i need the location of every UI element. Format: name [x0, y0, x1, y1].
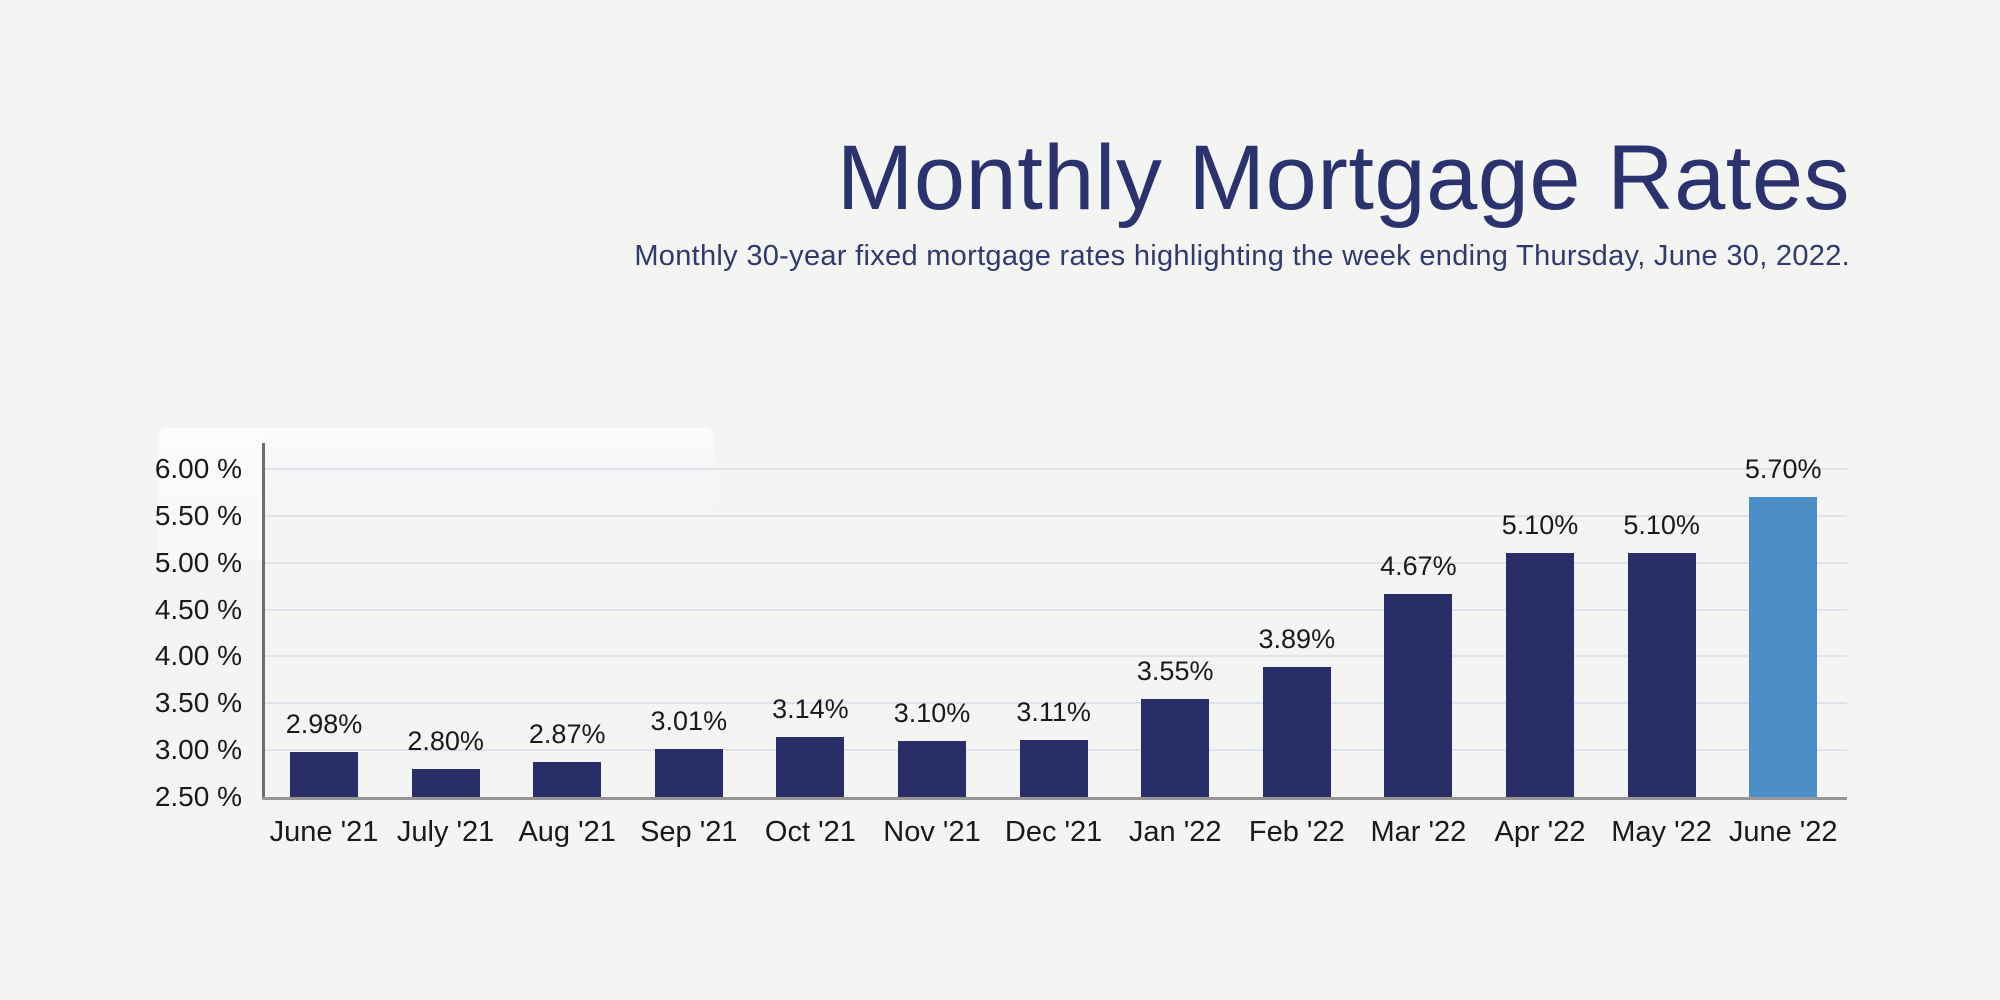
x-tick-label: Aug '21	[518, 816, 616, 848]
x-tick-label: Feb '22	[1248, 816, 1345, 848]
bar-value-label: 5.10%	[1501, 510, 1579, 541]
gridline	[265, 702, 1847, 705]
x-tick-label: May '22	[1611, 816, 1712, 848]
bar-value-label: 4.67%	[1380, 550, 1457, 581]
gridline	[265, 514, 1847, 517]
x-tick-label: Nov '21	[883, 816, 981, 848]
bar-value-label: 2.98%	[285, 709, 363, 740]
y-tick-label: 4.00 %	[154, 640, 242, 672]
bar-may-22	[1627, 553, 1696, 797]
bar-mar-22	[1384, 593, 1453, 797]
bar-value-label: 3.55%	[1136, 655, 1214, 686]
x-tick-label: Sep '21	[640, 816, 738, 848]
bar-value-label: 3.89%	[1258, 623, 1336, 654]
x-tick-label: Mar '22	[1370, 816, 1467, 848]
gridline	[265, 655, 1847, 658]
bar-value-label: 3.10%	[893, 697, 971, 728]
bar-june-22	[1749, 497, 1818, 797]
page-subtitle: Monthly 30-year fixed mortgage rates hig…	[634, 240, 1850, 272]
bar-july-21	[411, 768, 480, 797]
bar-apr-22	[1506, 553, 1574, 797]
y-axis-line	[262, 443, 265, 800]
bar-value-label: 3.01%	[650, 706, 728, 737]
gridline	[265, 468, 1847, 471]
gridline	[265, 608, 1847, 611]
x-tick-label: June '22	[1728, 816, 1838, 848]
y-tick-label: 5.50 %	[154, 499, 242, 531]
y-tick-label: 6.00 %	[154, 453, 242, 485]
bar-value-label: 3.11%	[1016, 696, 1091, 727]
bar-value-label: 5.10%	[1623, 510, 1700, 541]
bar-feb-22	[1262, 666, 1331, 797]
y-tick-label: 2.50 %	[154, 781, 242, 812]
bar-june-21	[290, 752, 358, 797]
bar-jan-22	[1141, 698, 1210, 797]
x-tick-label: Apr '22	[1494, 816, 1586, 848]
highlight-panel-column	[158, 428, 262, 560]
x-tick-label: Jan '22	[1128, 816, 1222, 848]
y-tick-label: 4.50 %	[154, 593, 242, 625]
y-tick-label: 3.50 %	[154, 687, 242, 719]
y-tick-label: 5.00 %	[154, 546, 242, 578]
gridline	[265, 561, 1847, 564]
bar-aug-21	[533, 762, 602, 797]
bar-nov-21	[898, 740, 966, 797]
x-axis-line	[262, 797, 1847, 800]
x-tick-label: July '21	[396, 816, 495, 848]
bar-value-label: 2.80%	[407, 725, 484, 756]
x-tick-label: Dec '21	[1004, 816, 1103, 848]
x-tick-label: Oct '21	[764, 816, 856, 848]
bar-value-label: 3.14%	[772, 694, 849, 725]
bar-dec-21	[1019, 739, 1088, 797]
bar-sep-21	[654, 749, 723, 797]
x-tick-label: June '21	[269, 816, 379, 848]
page-title: Monthly Mortgage Rates	[836, 127, 1850, 229]
bar-value-label: 5.70%	[1744, 454, 1822, 485]
y-tick-label: 3.00 %	[154, 734, 242, 766]
highlight-panel	[158, 428, 714, 560]
bar-value-label: 2.87%	[528, 719, 606, 750]
bar-oct-21	[776, 737, 845, 797]
